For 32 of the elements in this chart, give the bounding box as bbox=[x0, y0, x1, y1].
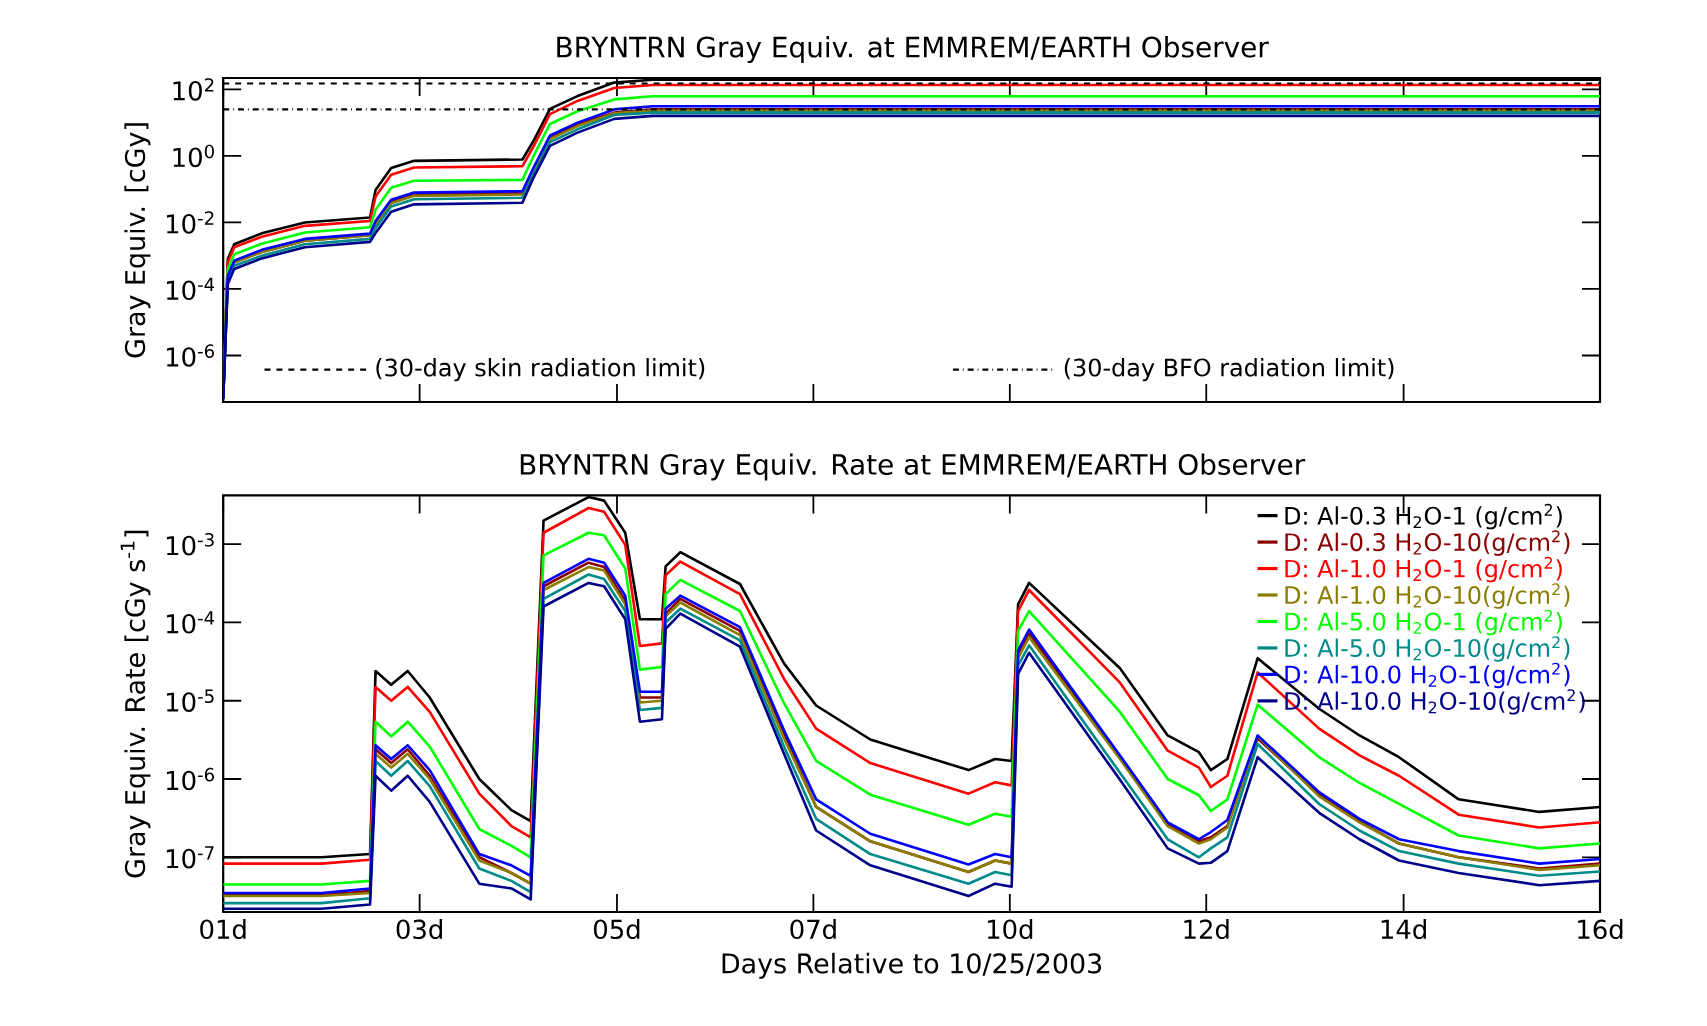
y-tick-label: 10$^{-5}$ bbox=[166, 689, 214, 712]
x-tick-label: 14d bbox=[1381, 919, 1426, 940]
legend-label: (30-day BFO radiation limit) bbox=[1064, 358, 1394, 382]
x-tick-label: 07d bbox=[790, 919, 836, 940]
legend-label: D: Al-5.0 H$_{2}$O-10(g/cm$^{2}$) bbox=[1285, 636, 1570, 662]
y-axis-title: Gray Equiv. Rate [cGy s$^{-1}$] bbox=[120, 530, 151, 878]
legend-label: D: Al-5.0 H$_{2}$O-1 (g/cm$^{2}$) bbox=[1285, 609, 1562, 636]
x-axis-title: Days Relative to 10/25/2003 bbox=[722, 952, 1102, 979]
legend-label: D: Al-1.0 H$_{2}$O-10(g/cm$^{2}$) bbox=[1285, 583, 1570, 609]
x-tick-label: 16d bbox=[1578, 919, 1623, 940]
legend-label: D: Al-1.0 H$_{2}$O-1 (g/cm$^{2}$) bbox=[1285, 556, 1562, 583]
x-tick-label: 01d bbox=[200, 919, 246, 940]
x-tick-label: 03d bbox=[396, 919, 442, 940]
y-tick-label: 10$^{0}$ bbox=[173, 144, 214, 168]
legend-label: D: Al-10.0 H$_{2}$O-1(g/cm$^{2}$) bbox=[1285, 662, 1570, 689]
y-tick-label: 10$^{-7}$ bbox=[166, 846, 214, 869]
y-tick-label: 10$^{-6}$ bbox=[166, 344, 215, 367]
x-tick-label: 12d bbox=[1184, 919, 1229, 940]
x-tick-label: 05d bbox=[593, 919, 640, 940]
legend-label: D: Al-0.3 H$_{2}$O-1 (g/cm$^{2}$) bbox=[1285, 503, 1562, 530]
y-axis-title: Gray Equiv. [cGy] bbox=[124, 123, 151, 358]
y-tick-label: 10$^{-2}$ bbox=[166, 211, 214, 234]
chart-title: BRYNTRN Gray Equiv. at EMMREM/EARTH Observer bbox=[557, 36, 1269, 64]
y-tick-label: 10$^{-6}$ bbox=[166, 767, 215, 791]
x-tick-label: 10d bbox=[987, 919, 1033, 940]
legend-label: D: Al-0.3 H$_{2}$O-10(g/cm$^{2}$) bbox=[1285, 530, 1570, 556]
legend-label: (30-day skin radiation limit) bbox=[376, 358, 705, 382]
y-tick-label: 10$^{-4}$ bbox=[166, 611, 215, 634]
y-tick-label: 10$^{2}$ bbox=[173, 78, 214, 101]
y-tick-label: 10$^{-4}$ bbox=[166, 277, 215, 301]
y-tick-label: 10$^{-3}$ bbox=[166, 532, 214, 556]
chart-title: BRYNTRN Gray Equiv. Rate at EMMREM/EARTH Observer bbox=[520, 453, 1306, 481]
